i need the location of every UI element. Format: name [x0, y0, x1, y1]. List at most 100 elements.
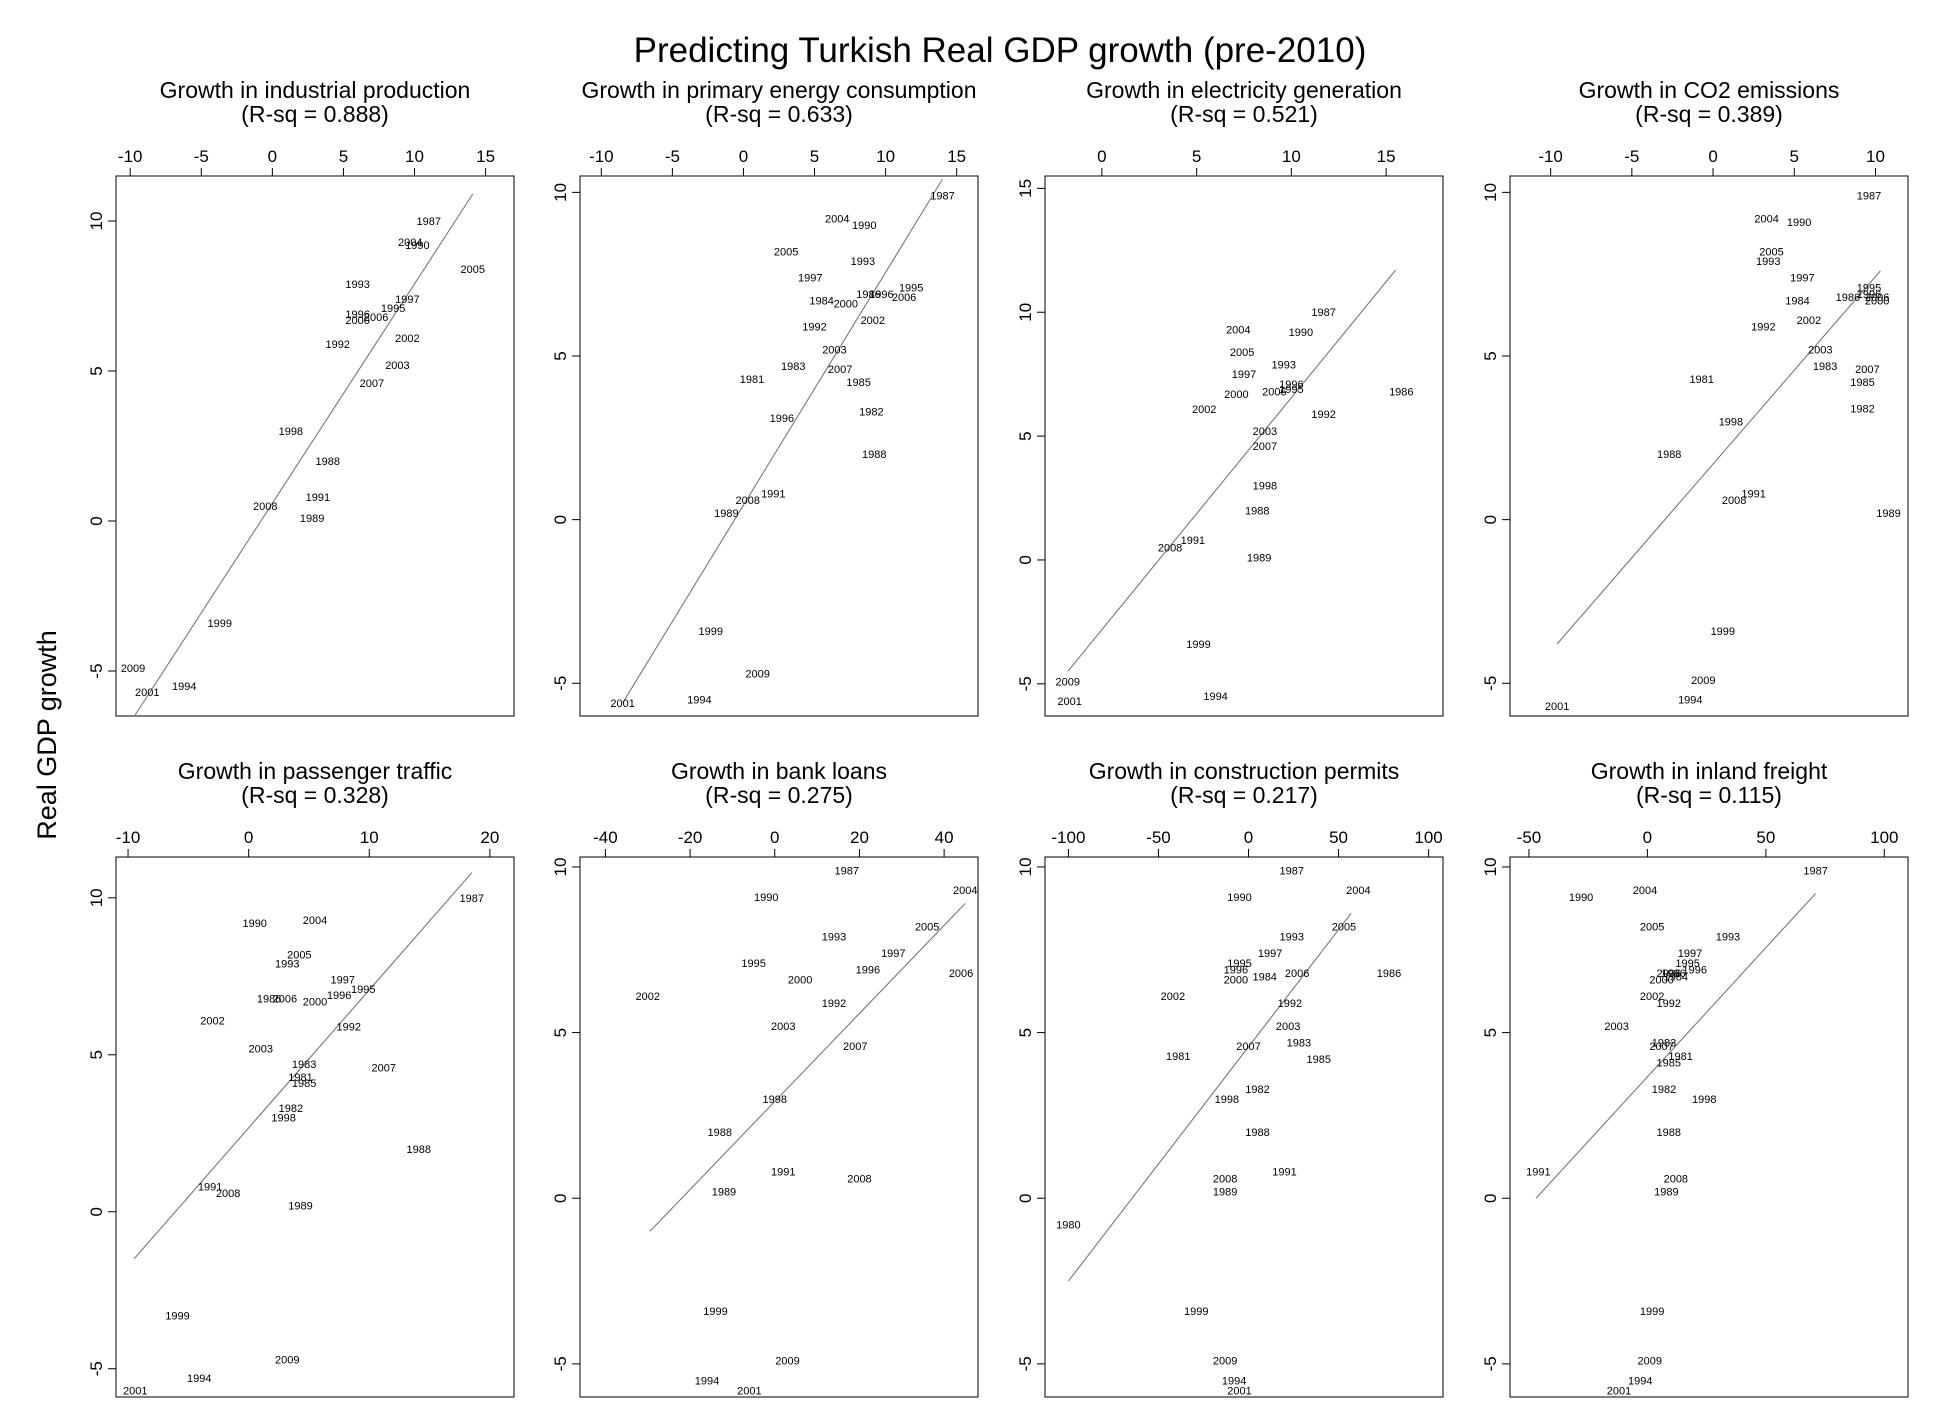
data-point-label: 1981	[1689, 374, 1713, 386]
data-point-label: 1991	[198, 1182, 222, 1194]
data-point-label: 1990	[1227, 892, 1251, 904]
data-point-label: 2004	[1633, 885, 1657, 897]
y-tick-label: -5	[1481, 1356, 1500, 1371]
data-point-label: 2008	[253, 501, 277, 513]
x-tick-label: 15	[947, 147, 966, 166]
data-point-label: 1992	[802, 322, 826, 334]
data-point-label: 2003	[1253, 426, 1277, 438]
data-point-label: 1987	[835, 865, 859, 877]
data-point-label: 1989	[300, 513, 324, 525]
data-point-label: 2002	[1640, 991, 1664, 1003]
fit-line	[134, 193, 474, 717]
data-point-label: 1997	[798, 272, 822, 284]
data-point-label: 1988	[1245, 1127, 1269, 1139]
data-point-label: 2009	[275, 1354, 299, 1366]
data-point-label: 1991	[1526, 1167, 1550, 1179]
fit-line	[133, 872, 473, 1260]
panel-title: Growth in inland freight	[1591, 758, 1828, 784]
plot-frame	[115, 856, 515, 1398]
data-point-label: 1983	[1287, 1038, 1311, 1050]
y-tick-label: 10	[87, 888, 106, 907]
x-tick-label: -10	[589, 147, 614, 166]
data-point-label: 2000	[345, 315, 369, 327]
data-point-label: 2001	[610, 698, 634, 710]
data-point-label: 1998	[1719, 416, 1743, 428]
data-point-label: 1994	[172, 681, 196, 693]
y-tick-label: 5	[1016, 431, 1035, 440]
y-tick-label: 10	[1481, 857, 1500, 876]
x-tick-label: 0	[1097, 147, 1106, 166]
data-point-label: 1988	[316, 456, 340, 468]
data-point-label: 1980	[1056, 1220, 1080, 1232]
data-point-label: 1992	[1751, 322, 1775, 334]
data-point-label: 1983	[292, 1059, 316, 1071]
data-point-label: 2005	[1332, 922, 1356, 934]
y-tick-label: 0	[1016, 1193, 1035, 1202]
data-point-label: 2001	[737, 1385, 761, 1397]
scatter-panel: Growth in passenger traffic(R-sq = 0.328…	[87, 758, 515, 1398]
data-point-label: 1994	[695, 1375, 719, 1387]
data-point-label: 1997	[1678, 948, 1702, 960]
data-point-label: 1997	[1790, 272, 1814, 284]
x-tick-label: 40	[935, 828, 954, 847]
data-point-label: 2004	[1346, 885, 1370, 897]
data-point-label: 2005	[915, 922, 939, 934]
data-point-label: 1993	[1756, 256, 1780, 268]
data-point-label: 1997	[395, 294, 419, 306]
data-point-label: 1990	[1569, 892, 1593, 904]
panel-rsq: (R-sq = 0.521)	[1170, 101, 1318, 127]
data-point-label: 2009	[1213, 1356, 1237, 1368]
data-point-label: 2000	[1865, 295, 1889, 307]
data-point-label: 2003	[385, 360, 409, 372]
data-point-label: 2002	[395, 333, 419, 345]
y-tick-label: 5	[551, 351, 570, 360]
y-tick-label: 5	[87, 366, 106, 375]
data-point-label: 2004	[1226, 325, 1250, 337]
data-point-label: 2007	[360, 378, 384, 390]
data-point-label: 1990	[405, 240, 429, 252]
x-tick-label: 10	[1282, 147, 1301, 166]
data-point-label: 1985	[1656, 1057, 1680, 1069]
data-point-label: 2008	[1722, 495, 1746, 507]
x-tick-label: 10	[876, 147, 895, 166]
data-point-label: 1995	[381, 303, 405, 315]
y-axis-label: Real GDP growth	[32, 630, 62, 840]
data-point-label: 2007	[1253, 441, 1277, 453]
data-point-label: 2000	[1224, 389, 1248, 401]
data-point-label: 1985	[1850, 377, 1874, 389]
data-point-label: 1994	[1203, 691, 1227, 703]
data-point-label: 2002	[1797, 315, 1821, 327]
data-point-label: 1983	[1813, 361, 1837, 373]
data-point-label: 1990	[1289, 327, 1313, 339]
y-tick-label: 0	[1016, 555, 1035, 564]
data-point-label: 1999	[699, 626, 723, 638]
y-tick-label: 15	[1016, 179, 1035, 198]
panel-rsq: (R-sq = 0.389)	[1635, 101, 1783, 127]
x-tick-label: 0	[770, 828, 779, 847]
x-tick-label: 0	[244, 828, 253, 847]
fit-line	[1067, 912, 1352, 1282]
data-point-label: 2007	[1855, 364, 1879, 376]
data-point-label: 2003	[1276, 1021, 1300, 1033]
data-point-label: 2003	[822, 344, 846, 356]
data-point-label: 1991	[306, 492, 330, 504]
data-point-label: 2005	[1640, 922, 1664, 934]
scatter-panel: Growth in electricity generation(R-sq = …	[1016, 77, 1444, 717]
data-point-label: 2000	[1224, 975, 1248, 987]
data-point-label: 1987	[1803, 865, 1827, 877]
data-point-label: 1994	[1628, 1375, 1652, 1387]
panel-rsq: (R-sq = 0.328)	[241, 782, 389, 808]
data-point-label: 1993	[1279, 932, 1303, 944]
data-point-label: 2003	[1808, 344, 1832, 356]
data-point-label: 1991	[1181, 535, 1205, 547]
data-point-label: 1994	[1222, 1375, 1246, 1387]
x-tick-label: 50	[1329, 828, 1348, 847]
data-point-label: 1987	[1279, 865, 1303, 877]
data-point-label: 1986	[257, 993, 281, 1005]
x-tick-label: 20	[480, 828, 499, 847]
data-point-label: 1987	[930, 191, 954, 203]
data-point-label: 1999	[165, 1310, 189, 1322]
data-point-label: 2004	[1754, 214, 1778, 226]
y-tick-label: -5	[1016, 1356, 1035, 1371]
data-point-label: 1993	[851, 256, 875, 268]
